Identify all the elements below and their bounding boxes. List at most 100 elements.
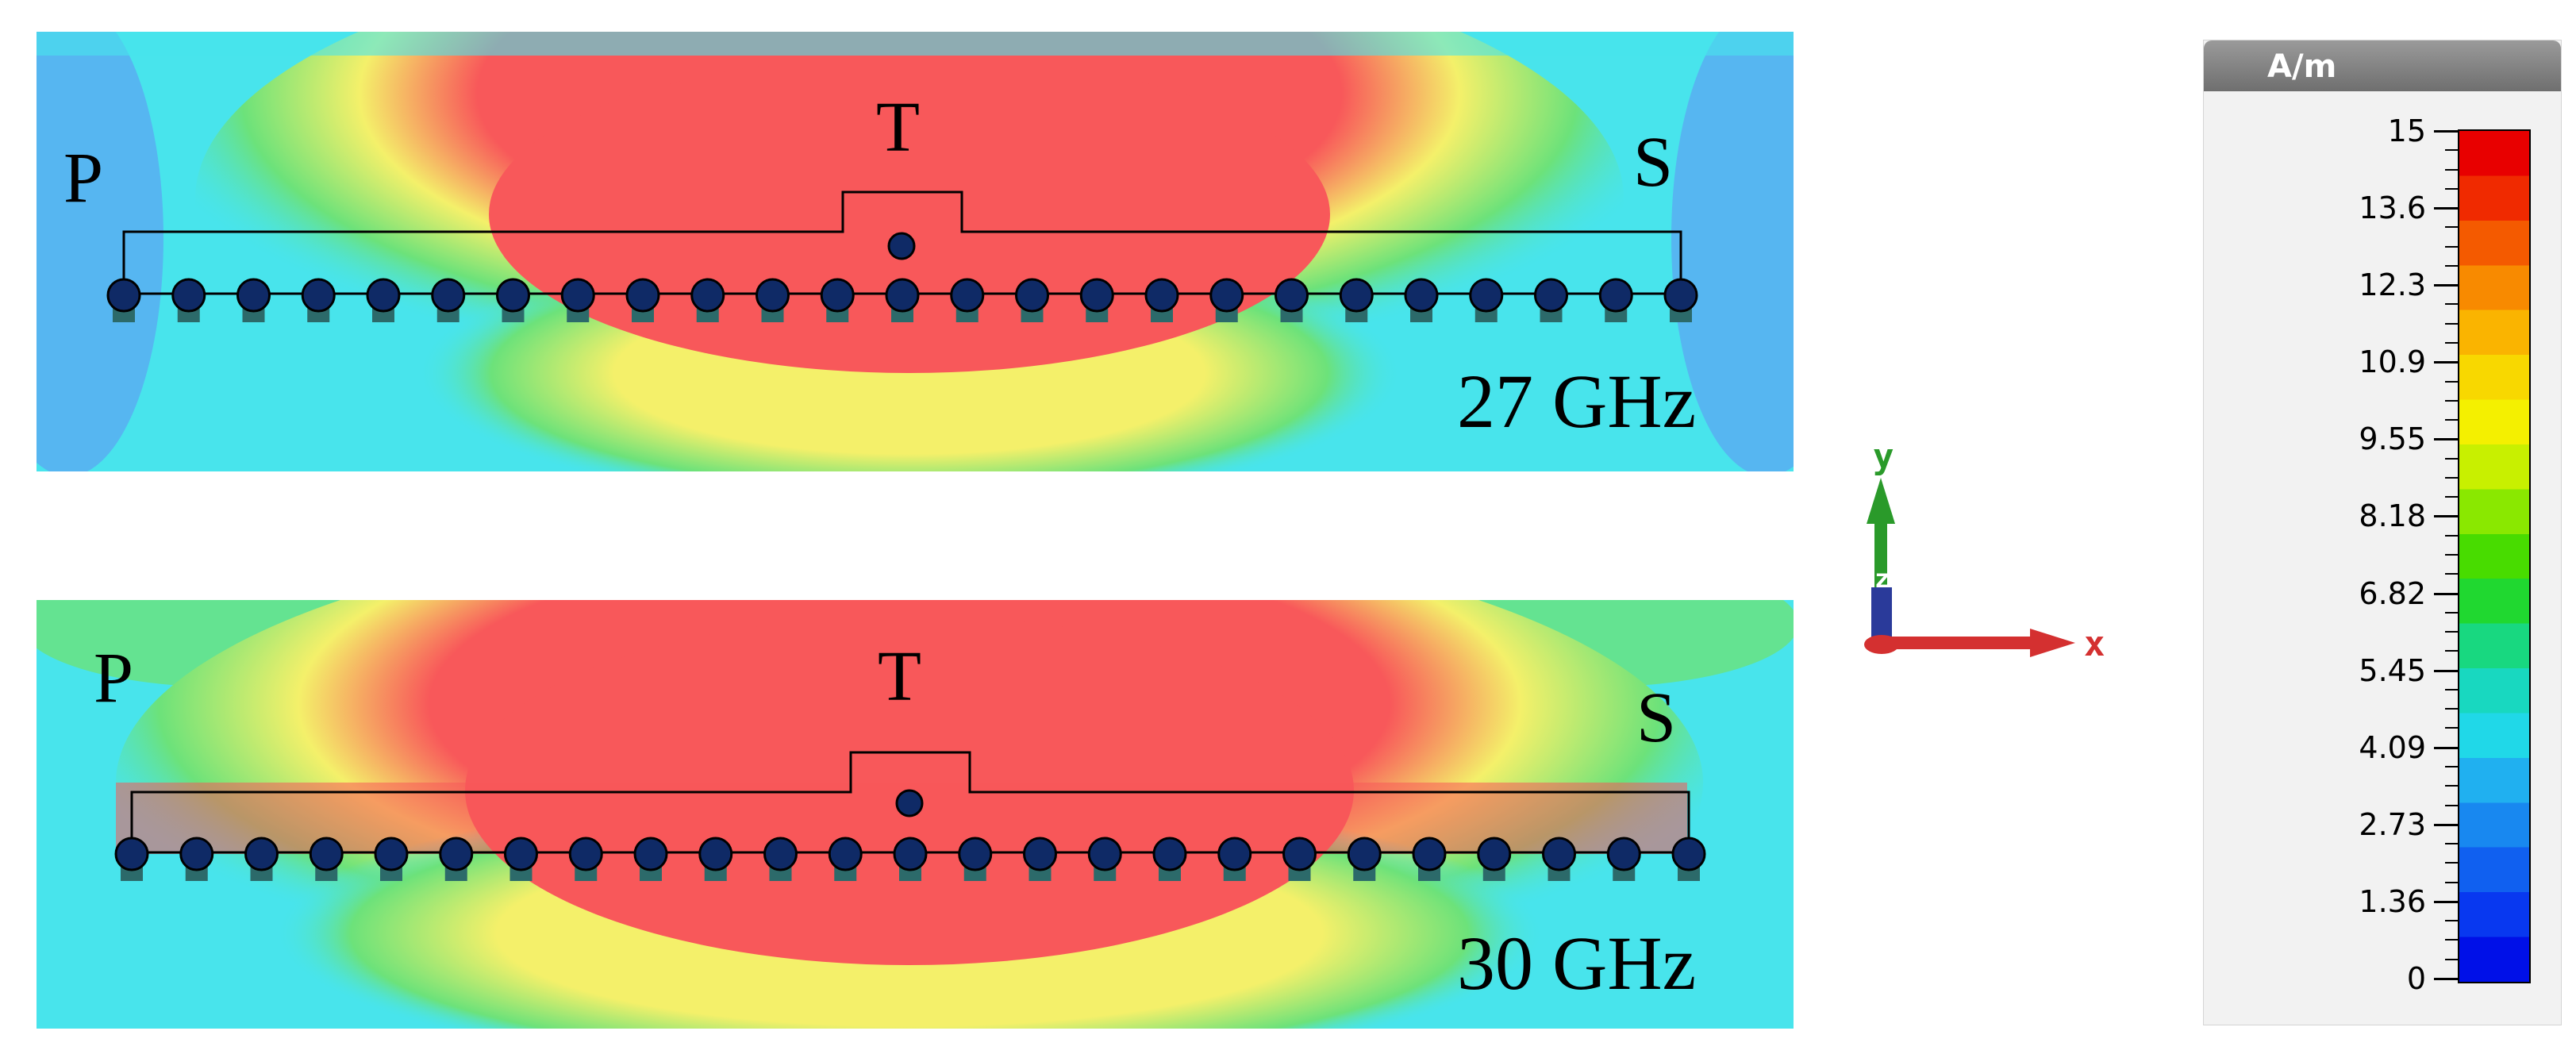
via: [1015, 278, 1049, 313]
via: [625, 278, 660, 313]
legend-tick-label: 2.73: [2359, 806, 2426, 842]
via-row: [114, 837, 1706, 881]
via: [763, 837, 798, 871]
legend-tick-label: 6.82: [2359, 575, 2426, 611]
legend-tick-label: 15: [2387, 113, 2426, 148]
legend-minor-tick: [2445, 708, 2458, 710]
via: [1404, 278, 1439, 313]
axis-label-z: z: [1874, 564, 1890, 594]
via: [431, 278, 466, 313]
legend-minor-tick: [2445, 881, 2458, 883]
via: [1606, 837, 1641, 871]
field-map: [37, 32, 1794, 471]
legend-tick-label: 5.45: [2359, 652, 2426, 688]
via: [1023, 837, 1057, 871]
frequency-label: 30 GHz: [1457, 921, 1697, 1006]
legend-minor-tick: [2445, 862, 2458, 864]
legend-minor-tick: [2445, 303, 2458, 306]
via: [885, 278, 920, 313]
legend-tick-label: 8.18: [2359, 498, 2426, 534]
via: [828, 837, 863, 871]
legend-minor-tick: [2445, 727, 2458, 729]
legend-tick: [2434, 823, 2458, 826]
via: [236, 278, 271, 313]
legend-unit: A/m: [2267, 48, 2337, 85]
via: [755, 278, 790, 313]
via: [1412, 837, 1447, 871]
via: [958, 837, 993, 871]
via: [1339, 278, 1374, 313]
legend-minor-tick: [2445, 804, 2458, 806]
legend-tick-label: 1.36: [2359, 883, 2426, 919]
legend-tick: [2434, 900, 2458, 903]
legend-minor-tick: [2445, 939, 2458, 941]
field-plot-30ghz: P T S 30 GHz: [37, 600, 1794, 1029]
port-label-s: S: [1633, 123, 1674, 202]
via: [374, 837, 409, 871]
legend-minor-tick: [2445, 419, 2458, 421]
port-label-p: P: [94, 639, 134, 717]
legend-tick-label: 0: [2406, 961, 2426, 996]
legend-minor-tick: [2445, 149, 2458, 152]
legend-tick-label: 4.09: [2359, 729, 2426, 765]
port-label-p: P: [63, 139, 104, 217]
via: [1275, 278, 1309, 313]
feed-via: [895, 789, 924, 817]
via: [568, 837, 603, 871]
via: [244, 837, 279, 871]
legend-tick: [2434, 361, 2458, 364]
via: [698, 837, 733, 871]
legend-minor-tick: [2445, 476, 2458, 479]
legend-minor-tick: [2445, 785, 2458, 787]
via: [1542, 837, 1576, 871]
via: [1671, 837, 1706, 871]
legend-tick-label: 13.6: [2359, 190, 2426, 226]
legend-minor-tick: [2445, 168, 2458, 171]
via: [439, 837, 474, 871]
field-plot-27ghz: P T S 27 GHz: [37, 32, 1794, 471]
via: [179, 837, 214, 871]
via: [1079, 278, 1114, 313]
via: [504, 837, 538, 871]
color-scale-bar: [2458, 129, 2531, 983]
legend-tick-label: 10.9: [2359, 344, 2426, 380]
legend-minor-tick: [2445, 766, 2458, 767]
legend-minor-tick: [2445, 457, 2458, 460]
legend-minor-tick: [2445, 688, 2458, 690]
via: [690, 278, 725, 313]
legend-minor-tick: [2445, 554, 2458, 556]
axis-label-x: x: [2084, 624, 2105, 664]
frequency-label: 27 GHz: [1457, 359, 1697, 444]
color-legend: A/m 15 13.6 12.3 10.9 9.55 8.18 6.82 5.45 4.09 2.…: [2203, 40, 2562, 1025]
via: [1347, 837, 1382, 871]
legend-tick: [2434, 207, 2458, 210]
legend-minor-tick: [2445, 534, 2458, 537]
legend-minor-tick: [2445, 264, 2458, 267]
feed-via: [887, 232, 916, 260]
port-label-t: T: [878, 637, 921, 716]
legend-tick-label: 9.55: [2359, 421, 2426, 457]
via: [893, 837, 928, 871]
legend-tick: [2434, 669, 2458, 672]
via: [1209, 278, 1244, 313]
via: [1152, 837, 1187, 871]
field-map: [37, 600, 1794, 1029]
via: [171, 278, 206, 313]
legend-minor-tick: [2445, 187, 2458, 190]
via: [114, 837, 149, 871]
legend-tick: [2434, 515, 2458, 518]
legend-tick: [2434, 746, 2458, 749]
legend-minor-tick: [2445, 920, 2458, 922]
via: [950, 278, 985, 313]
via-row: [106, 278, 1698, 322]
axis-triad: y x z: [1849, 429, 2127, 683]
legend-tick: [2434, 438, 2458, 441]
legend-minor-tick: [2445, 611, 2458, 614]
port-label-s: S: [1636, 679, 1677, 757]
via: [301, 278, 336, 313]
via: [366, 278, 401, 313]
via: [1217, 837, 1252, 871]
legend-minor-tick: [2445, 843, 2458, 845]
legend-minor-tick: [2445, 342, 2458, 344]
legend-tick: [2434, 978, 2458, 980]
